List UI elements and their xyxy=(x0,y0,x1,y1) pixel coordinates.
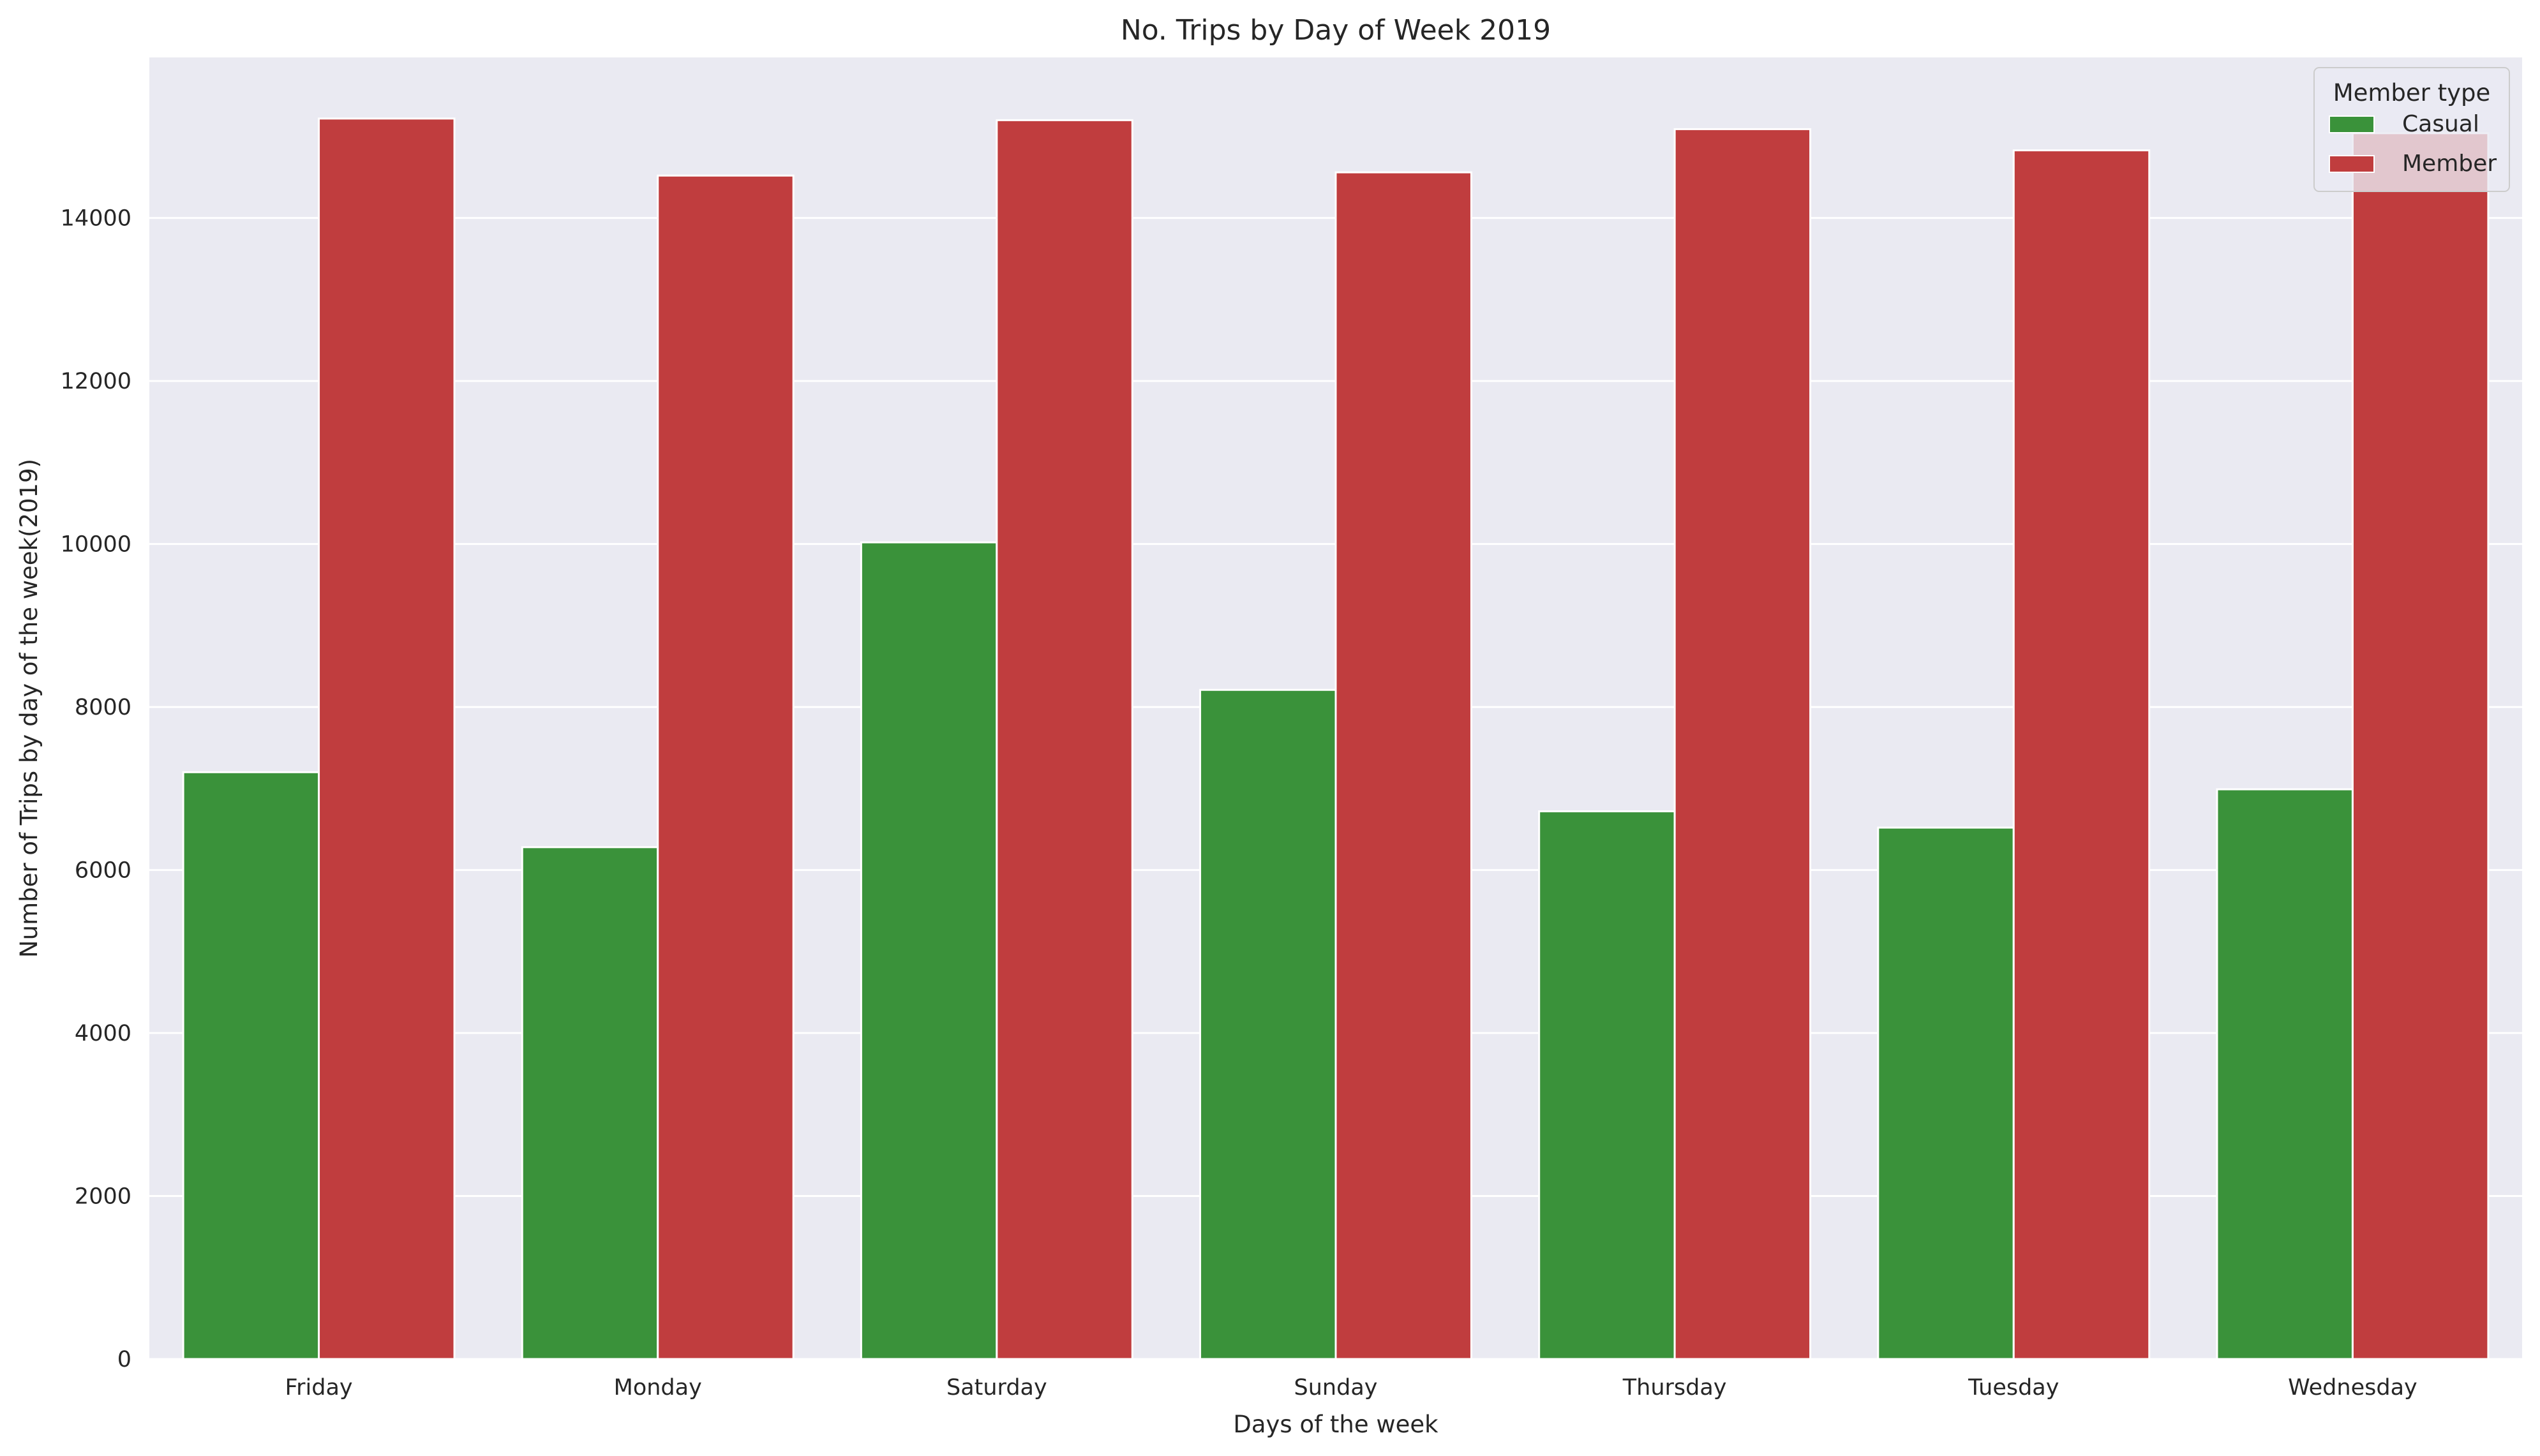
y-tick-label: 6000 xyxy=(75,858,131,884)
legend-title: Member type xyxy=(2333,79,2491,107)
x-tick-label: Sunday xyxy=(1294,1375,1378,1400)
y-tick-label: 10000 xyxy=(61,532,131,558)
legend: Member type Casual Member xyxy=(2313,67,2510,192)
bar-casual-wednesday xyxy=(2216,788,2354,1360)
bar-member-saturday xyxy=(996,119,1133,1360)
x-tick-label: Friday xyxy=(285,1375,353,1400)
legend-swatch-member xyxy=(2329,155,2375,173)
bar-casual-friday xyxy=(182,771,320,1360)
chart-title: No. Trips by Day of Week 2019 xyxy=(1121,14,1551,47)
bar-casual-sunday xyxy=(1199,688,1337,1360)
y-tick-label: 12000 xyxy=(61,369,131,394)
bar-member-thursday xyxy=(1673,128,1812,1360)
bar-casual-tuesday xyxy=(1877,826,2015,1360)
x-tick-label: Saturday xyxy=(946,1375,1047,1400)
legend-swatch-casual xyxy=(2329,115,2375,133)
bar-member-tuesday xyxy=(2012,149,2151,1360)
bars xyxy=(182,117,2490,1360)
legend-label-casual: Casual xyxy=(2402,111,2479,137)
bar-member-friday xyxy=(318,117,456,1360)
x-tick-label: Wednesday xyxy=(2288,1375,2417,1400)
y-tick-label: 14000 xyxy=(61,206,131,232)
y-tick-label: 2000 xyxy=(75,1184,131,1210)
y-axis-label: Number of Trips by day of the week(2019) xyxy=(15,459,43,958)
x-tick-label: Tuesday xyxy=(1968,1375,2059,1400)
bar-member-sunday xyxy=(1334,171,1472,1360)
bar-member-monday xyxy=(657,174,795,1360)
bar-casual-monday xyxy=(521,846,659,1360)
x-axis-label: Days of the week xyxy=(1233,1411,1438,1438)
x-tick-label: Monday xyxy=(614,1375,702,1400)
y-tick-label: 0 xyxy=(117,1347,131,1372)
y-tick-label: 8000 xyxy=(75,695,131,720)
x-tick-label: Thursday xyxy=(1622,1375,1727,1400)
y-tick-label: 4000 xyxy=(75,1021,131,1046)
x-axis-ticks: Friday Monday Saturday Sunday Thursday Tuesda… xyxy=(285,1375,2417,1400)
bar-member-wednesday xyxy=(2351,132,2490,1360)
bar-casual-thursday xyxy=(1538,810,1676,1360)
legend-items: Casual Member xyxy=(2329,111,2497,177)
y-axis-ticks: 0 2000 4000 6000 8000 10000 12000 14000 xyxy=(61,206,131,1372)
bar-casual-saturday xyxy=(860,541,998,1360)
legend-label-member: Member xyxy=(2402,151,2497,177)
